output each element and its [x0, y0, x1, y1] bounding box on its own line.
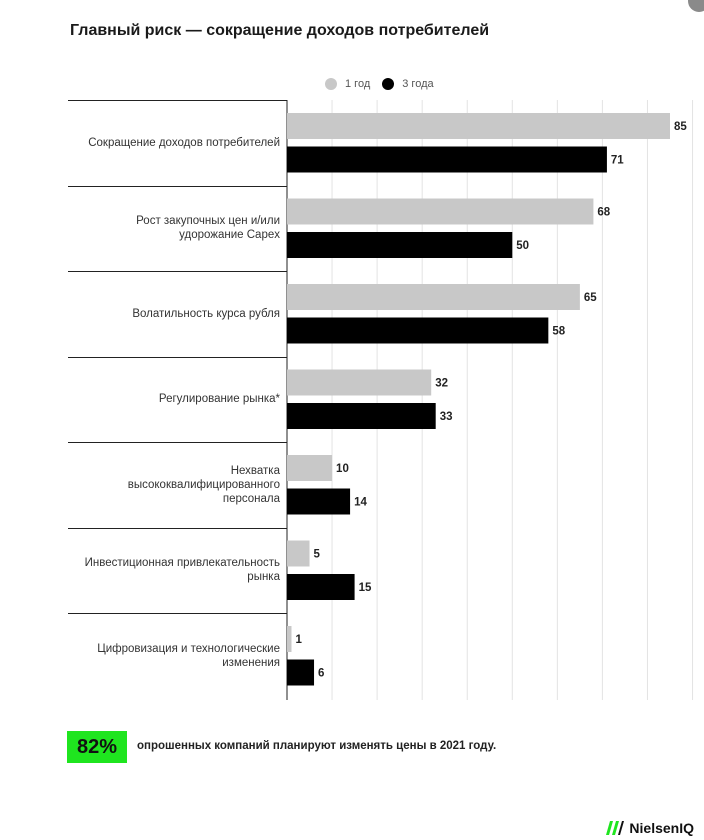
bar-value-label: 32: [435, 378, 448, 390]
bar-value-label: 14: [354, 497, 367, 509]
group-separator: [68, 613, 287, 614]
bar-value-label: 10: [336, 463, 349, 475]
bar-1-year: [287, 540, 310, 567]
group-separator: [68, 100, 287, 101]
group-separator: [68, 527, 287, 529]
chart-title: Главный риск — сокращение доходов потреб…: [70, 22, 490, 39]
category-label-line: рынка: [247, 571, 280, 584]
chart-legend: 1 год 3 года: [325, 78, 446, 90]
bar-1-year: [287, 198, 594, 225]
group-separator: [68, 356, 287, 358]
category-label-text: Волатильность курса рубля: [132, 307, 280, 321]
bar-1-year: [287, 284, 580, 310]
category-label-line: Инвестиционная привлекательность: [84, 557, 280, 570]
bar-value-label: 71: [611, 155, 624, 167]
bar-3-years: [287, 403, 436, 429]
category-label-line: Волатильность курса рубля: [132, 307, 280, 320]
bar-value-label: 5: [314, 549, 321, 561]
category-label: Регулирование рынка*: [68, 357, 280, 443]
bar-1-year: [287, 626, 292, 652]
group-separator: [68, 271, 287, 272]
bar-3-years: [287, 146, 607, 173]
bar-value-label: 58: [552, 326, 565, 338]
bar-1-year: [287, 455, 333, 481]
bar-1-year: [287, 369, 432, 396]
bar-value-label: 68: [597, 207, 610, 219]
bar-3-years: [287, 317, 549, 344]
group-separator: [68, 442, 287, 443]
category-label-line: удорожание Capex: [179, 229, 280, 242]
nielseniq-logo-icon: [606, 821, 625, 835]
stat-description: опрошенных компаний планируют изменять ц…: [137, 740, 497, 752]
category-label-line: Нехватка: [230, 464, 280, 477]
bar-value-label: 50: [516, 240, 529, 252]
legend-label-3-years: 3 года: [402, 78, 434, 90]
category-label-line: изменения: [222, 656, 280, 669]
bar-3-years: [287, 659, 315, 686]
category-label-line: Рост закупочных цен и/или: [136, 215, 280, 228]
category-label-text: Регулирование рынка*: [159, 392, 280, 406]
legend-item-3-years: 3 года: [382, 78, 434, 90]
corner-decoration: [688, 0, 704, 12]
category-label-text: Сокращение доходов потребителей: [88, 136, 280, 150]
category-label-text: Инвестиционная привлекательность рынка: [85, 556, 280, 584]
category-label: Нехватка высококвалифицированного персонал…: [68, 442, 280, 528]
category-label: Сокращение доходов потребителей: [68, 100, 280, 186]
brand-logo: NielsenIQ: [605, 820, 694, 836]
bar-3-years: [287, 488, 351, 515]
brand-name: NielsenIQ: [629, 820, 694, 836]
bar-1-year: [287, 113, 670, 139]
category-label-line: высококвалифицированного: [127, 478, 280, 491]
category-label-line: персонала: [222, 492, 280, 505]
bar-value-label: 33: [440, 411, 453, 423]
category-label-text: Рост закупочных цен и/или удорожание Cape…: [136, 214, 280, 242]
stat-value-badge: 82%: [67, 731, 127, 763]
category-label-text: Нехватка высококвалифицированного персонал…: [128, 464, 280, 506]
legend-item-1-year: 1 год: [325, 78, 370, 90]
bar-value-label: 6: [318, 668, 324, 680]
bar-chart: 85 71 68 50 65 58 32 33 10 14 5 15 1 6: [286, 100, 694, 700]
bar-3-years: [287, 232, 513, 258]
bar-value-label: 65: [584, 292, 597, 304]
category-label: Волатильность курса рубля: [68, 271, 280, 357]
legend-swatch-1-year: [325, 78, 337, 90]
category-label-line: Цифровизация и технологические: [97, 642, 280, 655]
bar-value-label: 85: [674, 121, 687, 133]
category-label: Инвестиционная привлекательность рынка: [68, 528, 280, 614]
bar-3-years: [287, 574, 355, 600]
category-label: Цифровизация и технологические изменения: [68, 613, 280, 699]
category-label-line: Регулирование рынка*: [158, 393, 280, 406]
category-label-text: Цифровизация и технологические изменения: [97, 642, 280, 670]
bar-value-label: 15: [359, 582, 372, 594]
category-label: Рост закупочных цен и/или удорожание Cape…: [68, 186, 280, 272]
legend-swatch-3-years: [382, 78, 395, 90]
bar-value-label: 1: [296, 634, 303, 646]
category-label-line: Сокращение доходов потребителей: [88, 136, 280, 149]
legend-label-1-year: 1 год: [345, 78, 371, 90]
group-separator: [68, 185, 287, 187]
